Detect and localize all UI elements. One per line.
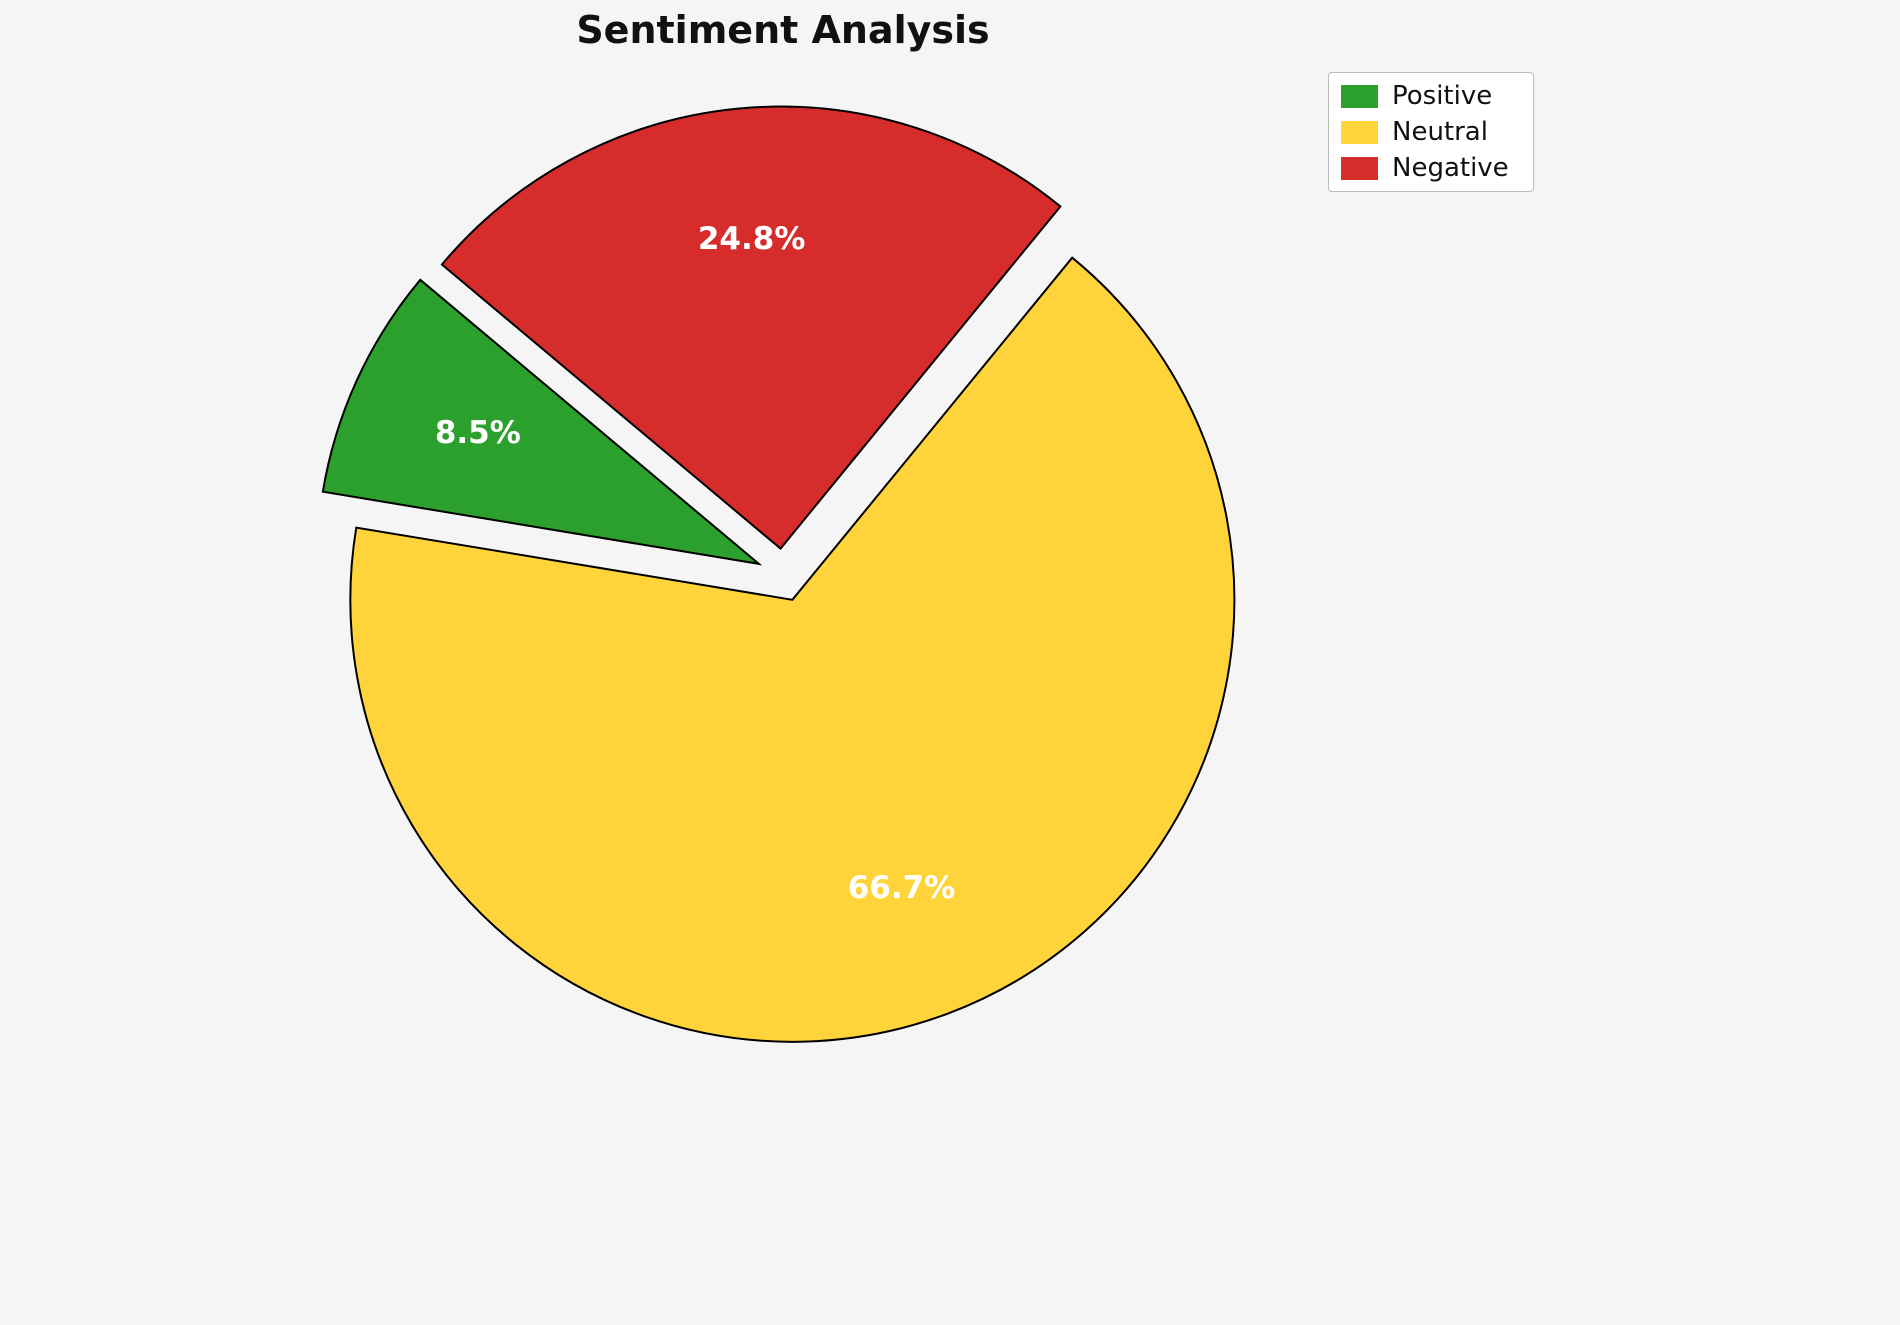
chart-title: Sentiment Analysis: [576, 8, 990, 52]
legend-swatch-neutral: [1341, 120, 1378, 144]
pie-slice-positive: [321, 278, 763, 566]
pie-slice-label-positive: 8.5%: [435, 415, 521, 451]
legend: Positive Neutral Negative: [1328, 72, 1534, 192]
legend-label-negative: Negative: [1392, 153, 1509, 183]
pie-slice-label-negative: 24.8%: [698, 221, 806, 257]
pie-slice-label-neutral: 66.7%: [848, 870, 956, 906]
legend-item-negative: Negative: [1341, 155, 1521, 181]
pie-slice-neutral: [349, 256, 1236, 1043]
legend-swatch-negative: [1341, 156, 1378, 180]
legend-swatch-positive: [1341, 84, 1378, 108]
legend-item-positive: Positive: [1341, 83, 1521, 109]
legend-label-positive: Positive: [1392, 81, 1493, 111]
legend-label-neutral: Neutral: [1392, 117, 1488, 147]
pie-slice-negative: [440, 105, 1062, 551]
legend-item-neutral: Neutral: [1341, 119, 1521, 145]
